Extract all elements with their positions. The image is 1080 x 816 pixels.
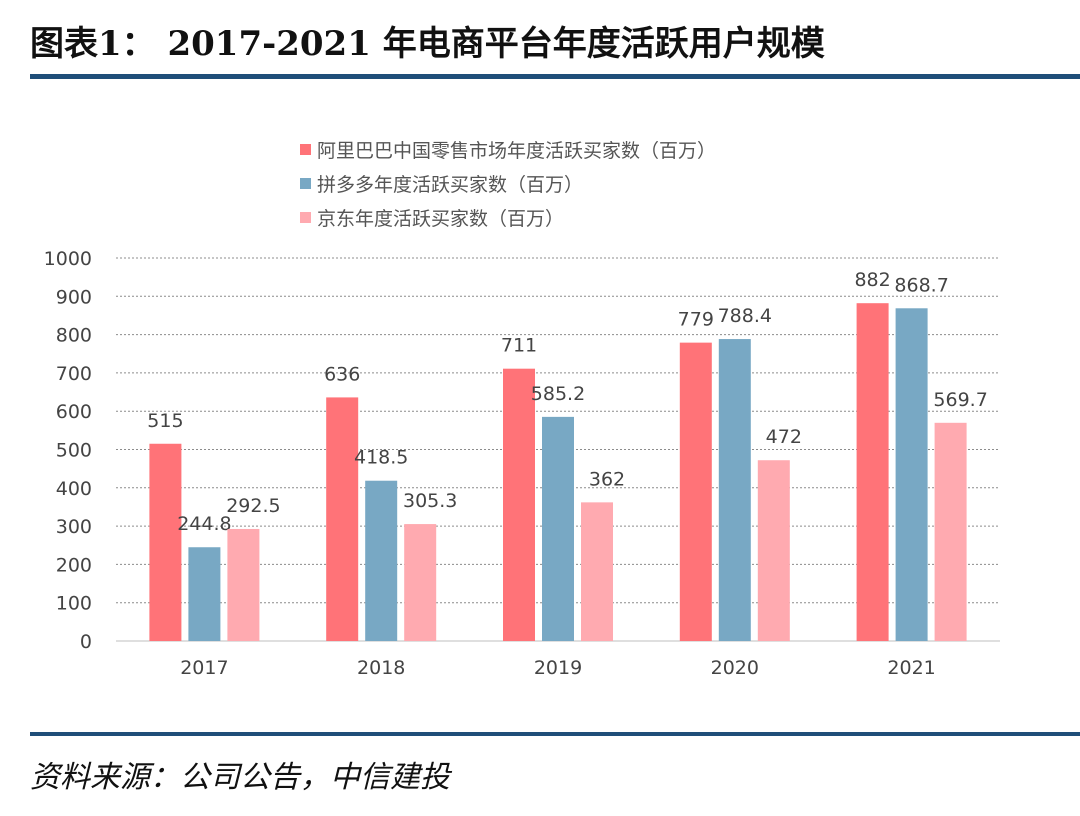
bar (149, 443, 182, 641)
data-label: 418.5 (354, 447, 408, 469)
legend-swatch-alibaba (300, 143, 311, 155)
bar (188, 547, 221, 641)
bar (404, 524, 437, 641)
y-tick-label: 700 (56, 363, 92, 385)
x-tick-label: 2018 (357, 657, 405, 679)
legend-swatch-pinduoduo (300, 177, 311, 189)
legend-item-pinduoduo: 拼多多年度活跃买家数（百万） (300, 166, 716, 200)
bottom-divider (30, 732, 1080, 736)
chart-title: 图表1： 2017-2021 年电商平台年度活跃用户规模 (30, 24, 825, 64)
source-note: 资料来源：公司公告，中信建投 (30, 760, 450, 795)
data-label: 779 (678, 309, 714, 331)
y-tick-label: 600 (56, 401, 92, 423)
x-tick-label: 2019 (534, 657, 582, 679)
y-tick-label: 300 (56, 516, 92, 538)
data-label: 711 (501, 335, 537, 357)
bar-chart: 0 100 200 300 400 500 600 700 800 900 1000 2017 515 2… (44, 248, 1000, 679)
legend-item-alibaba: 阿里巴巴中国零售市场年度活跃买家数（百万） (300, 132, 716, 166)
y-tick-label: 800 (56, 325, 92, 347)
data-label: 515 (147, 410, 183, 432)
data-label: 362 (589, 468, 625, 490)
y-tick-label: 100 (56, 593, 92, 615)
y-tick-label: 400 (56, 478, 92, 500)
legend-label-jd: 京东年度活跃买家数（百万） (317, 207, 565, 230)
bar (679, 342, 712, 641)
x-tick-label: 2021 (887, 657, 935, 679)
data-label: 569.7 (933, 389, 987, 411)
legend-label-alibaba: 阿里巴巴中国零售市场年度活跃买家数（百万） (317, 139, 717, 162)
y-tick-label: 0 (80, 631, 92, 653)
legend-swatch-jd (300, 211, 311, 223)
data-label: 788.4 (718, 305, 772, 327)
bar (503, 368, 535, 641)
top-divider (30, 74, 1080, 79)
bar (227, 528, 260, 641)
y-tick-label: 1000 (44, 248, 92, 270)
data-label: 585.2 (531, 383, 585, 405)
bar (718, 339, 751, 641)
x-tick-label: 2017 (180, 657, 228, 679)
data-label: 292.5 (226, 495, 280, 517)
y-tick-label: 200 (56, 554, 92, 576)
y-tick-label: 500 (56, 440, 92, 462)
bar (856, 303, 889, 641)
data-label: 636 (324, 363, 360, 385)
data-label: 868.7 (894, 274, 948, 296)
x-tick-label: 2020 (711, 657, 759, 679)
legend-label-pinduoduo: 拼多多年度活跃买家数（百万） (317, 173, 584, 196)
bar (581, 502, 613, 641)
bar (542, 416, 574, 641)
legend-item-jd: 京东年度活跃买家数（百万） (300, 200, 716, 234)
data-label: 472 (766, 426, 802, 448)
data-label: 244.8 (177, 513, 231, 535)
bar (326, 397, 359, 641)
data-label: 305.3 (403, 490, 457, 512)
bar (365, 480, 398, 641)
y-tick-label: 900 (56, 286, 92, 308)
bar (895, 308, 928, 641)
bar (934, 422, 967, 641)
data-label: 882 (854, 269, 890, 291)
bar (757, 460, 790, 641)
legend: 阿里巴巴中国零售市场年度活跃买家数（百万） 拼多多年度活跃买家数（百万） 京东年… (300, 132, 716, 234)
